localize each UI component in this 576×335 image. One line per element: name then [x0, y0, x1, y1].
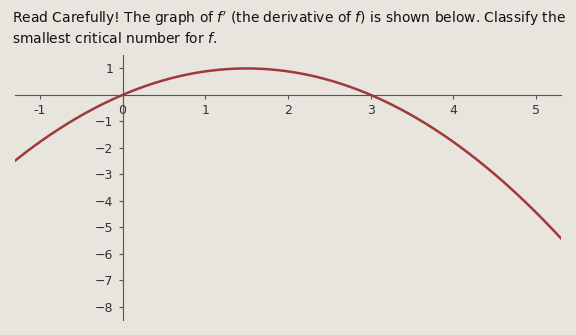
Text: Read Carefully! The graph of $f'$ (the derivative of $f$) is shown below. Classi: Read Carefully! The graph of $f'$ (the d…	[12, 10, 566, 46]
